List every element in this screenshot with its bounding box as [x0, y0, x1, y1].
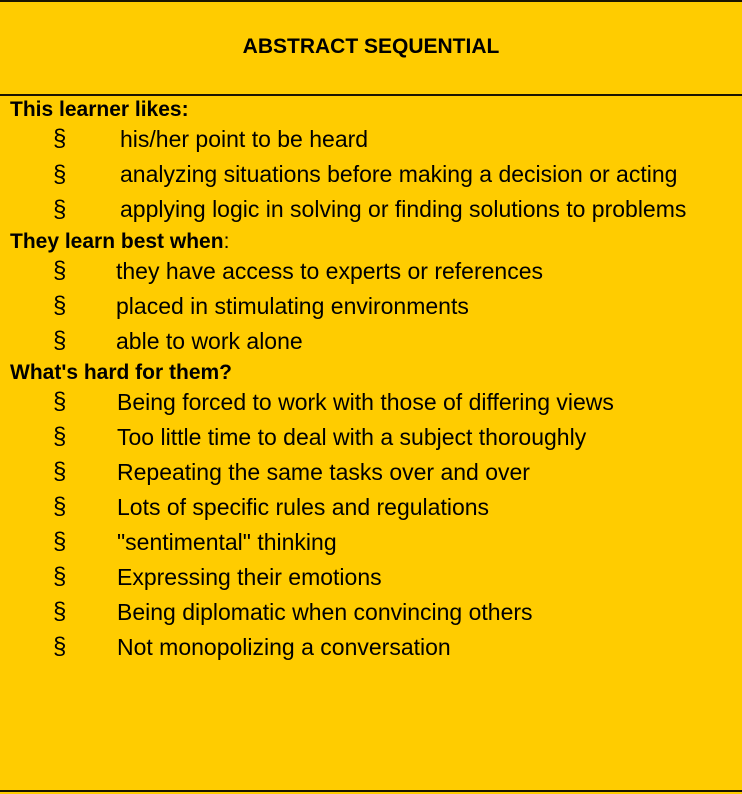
list-item: § they have access to experts or referen… — [10, 255, 735, 287]
top-border — [0, 0, 742, 2]
list-item: § Being diplomatic when convincing other… — [10, 596, 735, 628]
section-sign-icon: § — [53, 327, 67, 354]
card-title: ABSTRACT SEQUENTIAL — [242, 35, 500, 58]
section-sign-icon: § — [53, 125, 67, 152]
list-item-text: able to work alone — [116, 328, 303, 354]
list-item: § placed in stimulating environments — [10, 290, 735, 322]
list-item: § his/her point to be heard — [10, 123, 735, 155]
section-sign-icon: § — [53, 633, 67, 660]
list-item-text: Being forced to work with those of diffe… — [117, 389, 614, 415]
list-item-text: Lots of specific rules and regulations — [117, 494, 490, 520]
section-sign-icon: § — [53, 257, 67, 284]
section-sign-icon: § — [53, 196, 67, 223]
section-learn-best: They learn best when: § they have access… — [10, 229, 735, 357]
section-likes: This learner likes: § his/her point to b… — [10, 97, 735, 225]
list-item: § Being forced to work with those of dif… — [10, 386, 735, 418]
list-item: § able to work alone — [10, 325, 735, 357]
list-item: § Not monopolizing a conversation — [10, 631, 735, 663]
list-item: § Repeating the same tasks over and over — [10, 456, 735, 488]
list-item-text: Being diplomatic when convincing others — [117, 599, 533, 625]
bullet-list: § they have access to experts or referen… — [10, 255, 735, 357]
bottom-border — [0, 790, 742, 792]
list-item: § Expressing their emotions — [10, 561, 735, 593]
list-item-text: Repeating the same tasks over and over — [117, 459, 530, 485]
section-hard-for-them: What's hard for them? § Being forced to … — [10, 360, 735, 663]
section-heading: What's hard for them? — [10, 361, 232, 384]
list-item: § applying logic in solving or finding s… — [10, 194, 735, 225]
list-item: § analyzing situations before making a d… — [10, 159, 735, 190]
section-sign-icon: § — [53, 493, 67, 520]
list-item-text: Not monopolizing a conversation — [117, 634, 451, 660]
list-item-text: they have access to experts or reference… — [116, 258, 543, 284]
bullet-list: § his/her point to be heard § analyzing … — [10, 123, 735, 225]
list-item-text: Too little time to deal with a subject t… — [117, 424, 587, 450]
list-item: § "sentimental" thinking — [10, 526, 735, 558]
list-item-text: placed in stimulating environments — [116, 293, 469, 319]
list-item-text: applying logic in solving or finding sol… — [120, 196, 687, 222]
section-sign-icon: § — [53, 563, 67, 590]
section-sign-icon: § — [53, 292, 67, 319]
list-item-text: his/her point to be heard — [120, 126, 369, 152]
section-sign-icon: § — [53, 458, 67, 485]
list-item-text: Expressing their emotions — [117, 564, 382, 590]
card-content: This learner likes: § his/her point to b… — [10, 97, 735, 666]
bullet-list: § Being forced to work with those of dif… — [10, 386, 735, 663]
section-sign-icon: § — [53, 598, 67, 625]
section-heading: They learn best when: — [10, 230, 230, 253]
section-sign-icon: § — [53, 161, 67, 188]
list-item: § Lots of specific rules and regulations — [10, 491, 735, 523]
section-sign-icon: § — [53, 423, 67, 450]
title-divider — [0, 94, 742, 96]
list-item-text: "sentimental" thinking — [117, 529, 337, 555]
section-sign-icon: § — [53, 528, 67, 555]
list-item: § Too little time to deal with a subject… — [10, 421, 735, 453]
section-heading: This learner likes: — [10, 98, 189, 121]
list-item-text: analyzing situations before making a dec… — [120, 161, 678, 187]
section-sign-icon: § — [53, 388, 67, 415]
